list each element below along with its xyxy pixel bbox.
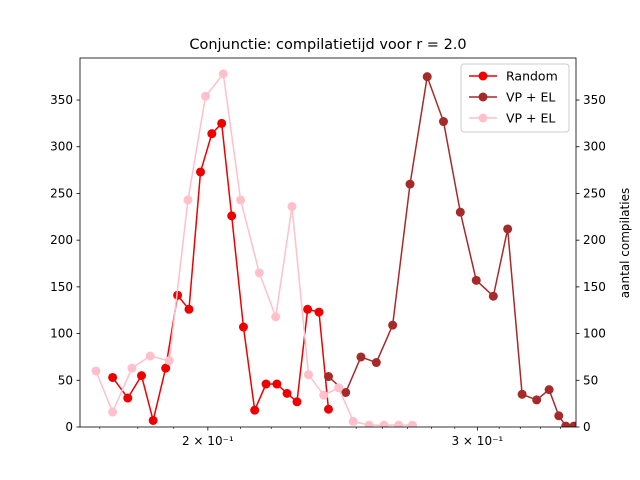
legend-label: VP + EL xyxy=(506,90,555,105)
data-point xyxy=(405,179,415,189)
legend-swatch-marker xyxy=(478,92,488,102)
y-tick-label-left: 0 xyxy=(65,420,73,434)
data-point xyxy=(108,372,118,382)
data-point xyxy=(184,304,194,314)
data-point xyxy=(561,421,571,427)
x-tick-label: 3 × 10⁻¹ xyxy=(451,434,503,448)
data-point xyxy=(227,211,237,221)
data-point xyxy=(348,416,358,426)
data-point xyxy=(164,356,174,366)
data-point xyxy=(183,195,193,205)
data-point xyxy=(517,389,527,399)
data-point xyxy=(173,290,183,300)
data-point xyxy=(196,167,206,177)
y-tick-label-left: 200 xyxy=(50,233,73,247)
series-3 xyxy=(91,69,417,427)
data-point xyxy=(250,405,260,415)
data-point xyxy=(201,91,211,101)
legend-label: Random xyxy=(506,69,558,84)
data-point xyxy=(532,395,542,405)
data-point xyxy=(238,322,248,332)
data-point xyxy=(314,307,324,317)
data-point xyxy=(304,370,314,380)
data-point xyxy=(217,118,227,128)
data-point xyxy=(323,372,333,382)
data-point xyxy=(282,388,292,398)
series-2 xyxy=(323,72,599,431)
data-point xyxy=(364,420,374,427)
data-point xyxy=(236,195,246,205)
y-tick-label-left: 150 xyxy=(50,280,73,294)
data-point xyxy=(137,371,147,381)
y-tick-label-right: 350 xyxy=(583,93,606,107)
y-tick-label-right: 250 xyxy=(583,186,606,200)
data-point xyxy=(503,224,513,234)
y-tick-label-left: 300 xyxy=(50,140,73,154)
y-tick-label-left: 100 xyxy=(50,327,73,341)
data-point xyxy=(341,387,351,397)
x-tick-label: 2 × 10⁻¹ xyxy=(182,434,234,448)
data-point xyxy=(388,320,398,330)
data-point xyxy=(569,421,576,427)
data-point xyxy=(91,366,101,376)
data-point xyxy=(292,397,302,407)
data-point xyxy=(422,72,432,82)
data-point xyxy=(323,404,333,414)
data-point xyxy=(303,304,313,314)
data-point xyxy=(455,207,465,217)
data-point xyxy=(356,352,366,362)
data-point xyxy=(127,363,137,373)
data-point xyxy=(590,422,599,431)
data-point xyxy=(438,117,448,127)
data-point xyxy=(272,379,282,389)
data-point xyxy=(379,420,389,427)
right-axis-label: aantal compilaties xyxy=(618,188,632,298)
series-1 xyxy=(108,118,333,425)
legend-box xyxy=(460,63,570,133)
data-point xyxy=(407,420,417,427)
y-tick-label-right: 0 xyxy=(583,420,591,434)
y-tick-label-left: 350 xyxy=(50,93,73,107)
data-point xyxy=(488,291,498,301)
data-point xyxy=(371,358,381,368)
y-tick-label-left: 50 xyxy=(58,373,73,387)
y-tick-label-right: 150 xyxy=(583,280,606,294)
chart-title: Conjunctie: compilatietijd voor r = 2.0 xyxy=(189,37,466,53)
y-tick-label-right: 200 xyxy=(583,233,606,247)
data-point xyxy=(108,407,118,417)
legend: Random VP + EL VP + EL xyxy=(460,63,570,133)
legend-label: VP + EL xyxy=(506,111,555,126)
y-tick-label-right: 100 xyxy=(583,327,606,341)
data-point xyxy=(207,129,217,139)
data-point xyxy=(148,415,158,425)
legend-item: Random xyxy=(469,69,558,84)
legend-swatch-marker xyxy=(478,113,488,123)
data-point xyxy=(394,420,404,427)
data-point xyxy=(334,383,344,393)
legend-swatch-marker xyxy=(478,71,488,81)
data-point xyxy=(544,385,554,395)
data-point xyxy=(271,312,281,322)
data-point xyxy=(287,202,297,212)
data-point xyxy=(254,268,264,278)
data-point xyxy=(319,390,329,400)
y-tick-label-left: 250 xyxy=(50,186,73,200)
data-point xyxy=(218,69,228,79)
data-point xyxy=(554,411,564,421)
axes-frame xyxy=(79,57,577,428)
data-point xyxy=(145,351,155,361)
data-point xyxy=(471,275,481,285)
y-tick-label-right: 50 xyxy=(583,373,598,387)
data-point xyxy=(161,363,171,373)
data-point xyxy=(123,393,133,403)
legend-item: VP + EL xyxy=(469,90,555,105)
legend-item: VP + EL xyxy=(469,111,555,126)
data-point xyxy=(261,379,271,389)
y-tick-label-right: 300 xyxy=(583,140,606,154)
